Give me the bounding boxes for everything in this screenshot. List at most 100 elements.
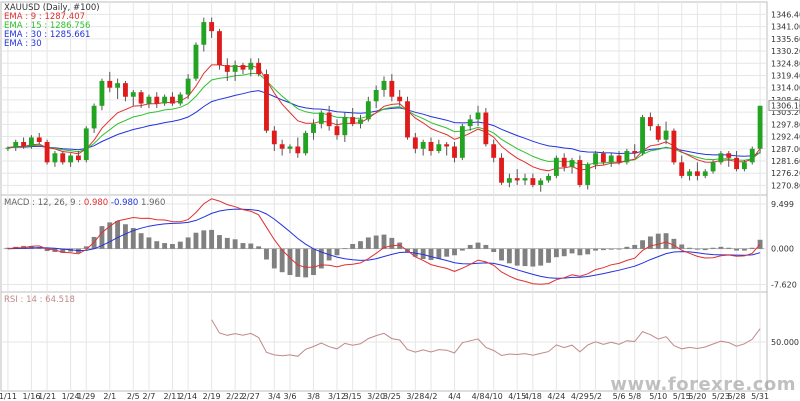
date-tick-label: 4/10 — [485, 392, 503, 401]
axes: 1346.40 1341.00 1335.60 1330.20 1324.80 1319.… — [0, 10, 800, 401]
grid — [0, 1, 768, 392]
macd-pane — [4, 198, 764, 285]
macd-histogram-bar — [264, 248, 269, 260]
candle-body — [459, 126, 465, 158]
macd-histogram-bar — [702, 248, 708, 251]
macd-histogram-bar — [350, 244, 356, 249]
macd-histogram-bar — [444, 248, 450, 257]
candle-body — [224, 65, 230, 72]
candle-body — [193, 44, 199, 79]
candle-body — [68, 155, 74, 163]
candle-body — [76, 155, 81, 161]
candle-body — [405, 101, 410, 138]
macd-histogram-bar — [138, 233, 144, 249]
candle-body — [718, 153, 724, 163]
date-tick-label: 5/31 — [751, 392, 769, 401]
ema30-label-2: EMA : 30 — [4, 39, 42, 49]
candle-body — [334, 126, 340, 136]
macd-tick-label: -7.620 — [771, 281, 797, 290]
candle-body — [749, 148, 755, 163]
candle-body — [107, 80, 113, 88]
macd-histogram-bar — [467, 244, 473, 249]
candle-body — [522, 178, 528, 181]
price-pane — [5, 17, 763, 192]
macd-tick-label: 0.000 — [771, 245, 794, 254]
macd-histogram-bar — [420, 248, 426, 260]
date-tick-label: 3/8 — [307, 392, 320, 401]
candle-body — [569, 160, 575, 167]
candle-body — [726, 153, 732, 158]
candle-body — [624, 151, 630, 163]
candle-body — [99, 80, 105, 106]
macd-histogram-bar — [130, 228, 136, 249]
candle-body — [240, 65, 246, 70]
date-tick-label: 3/6 — [284, 392, 297, 401]
date-tick-label: 4/4 — [448, 392, 461, 401]
macd-histogram-bar — [491, 248, 497, 252]
macd-histogram-bar — [311, 248, 316, 276]
macd-histogram-bar — [279, 248, 285, 273]
candle-body — [264, 74, 269, 131]
rsi-tick-label: 50.000 — [771, 338, 799, 347]
candle-body — [303, 132, 309, 154]
macd-histogram-bar — [546, 248, 551, 263]
price-tick-label: 1287.00 — [771, 145, 800, 154]
rsi-legend: RSI : 14 : 64.518 — [4, 296, 75, 305]
candle-body — [83, 128, 89, 161]
price-tick-label: 1314.00 — [771, 84, 800, 93]
price-tick-label: 1297.80 — [771, 120, 800, 129]
macd-histogram-bar — [600, 248, 606, 251]
candle-body — [710, 162, 716, 172]
macd-histogram-bar — [741, 248, 747, 251]
macd-histogram-bar — [671, 238, 677, 249]
candle-body — [538, 180, 544, 185]
macd-histogram-bar — [123, 224, 128, 249]
macd-histogram-bar — [303, 248, 309, 278]
macd-histogram-bar — [577, 248, 583, 256]
macd-signal-line — [7, 208, 761, 279]
date-tick-label: 3/28 — [406, 392, 424, 401]
macd-histogram-bar — [452, 248, 457, 256]
price-legend: XAUUSD (Daily, #100) EMA : 9 : 1287.407 … — [4, 4, 100, 49]
candle-body — [154, 96, 160, 104]
macd-histogram-bar — [170, 244, 175, 249]
macd-histogram-bar — [585, 248, 591, 255]
macd-histogram-bar — [483, 244, 489, 249]
date-tick-label: 1/11 — [0, 392, 17, 401]
macd-histogram-bar — [679, 244, 685, 249]
macd-histogram-bar — [334, 248, 340, 256]
candle-body — [467, 119, 473, 127]
candle-body — [420, 141, 426, 149]
candle-body — [436, 144, 442, 152]
candle-body — [412, 137, 418, 149]
ema30-label: EMA : 30 : 1285.661 — [4, 30, 91, 40]
macd-histogram-bar — [428, 248, 434, 260]
candle-body — [201, 22, 207, 45]
candle-body — [130, 92, 136, 97]
candle-body — [702, 171, 708, 176]
candle-body — [256, 62, 262, 75]
candle-body — [28, 137, 34, 147]
macd-histogram-bar — [593, 248, 598, 251]
candle-body — [734, 157, 740, 170]
macd-title: MACD : 12, 26, 9 : — [4, 198, 84, 208]
date-tick-label: 4/24 — [547, 392, 565, 401]
candle-body — [209, 22, 215, 32]
price-tick-label: 1270.80 — [771, 181, 800, 190]
ema9-label: EMA : 9 : 1287.407 — [4, 12, 86, 22]
macd-histogram-bar — [209, 229, 215, 249]
candle-body — [295, 146, 301, 154]
macd-histogram-bar — [694, 248, 700, 250]
macd-histogram-bar — [365, 237, 371, 249]
price-tick-label: 1281.60 — [771, 157, 800, 166]
macd-hist-value: 1.960 — [141, 198, 166, 208]
candle-body — [483, 112, 489, 145]
current-price-box — [768, 99, 800, 111]
date-tick-label: 2/7 — [143, 392, 156, 401]
date-tick-label: 3/20 — [367, 392, 385, 401]
macd-histogram-bar — [734, 248, 740, 251]
price-tick-label: 1292.40 — [771, 133, 800, 142]
macd-histogram-bar — [710, 247, 716, 249]
macd-histogram-bar — [248, 243, 254, 249]
macd-histogram-bar — [240, 243, 246, 249]
